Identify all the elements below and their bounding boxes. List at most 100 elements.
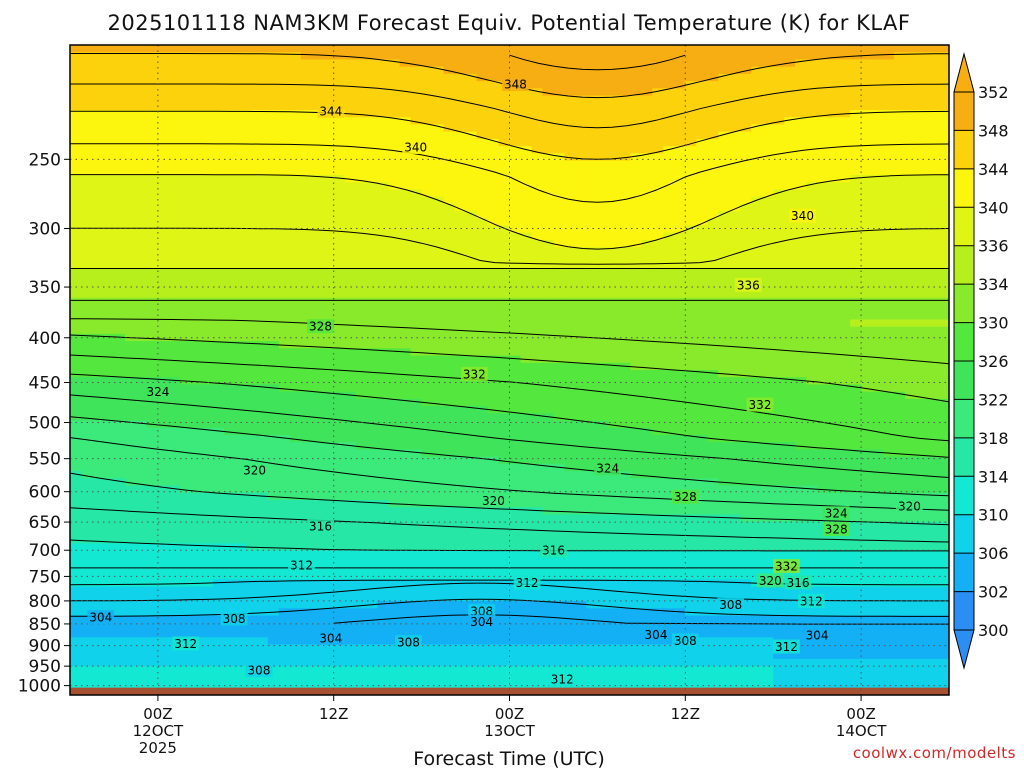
contour-label: 304 xyxy=(89,611,112,625)
contour-label: 340 xyxy=(404,141,427,155)
time-tick-label: 00Z xyxy=(495,705,524,723)
pressure-tick-label: 300 xyxy=(29,220,61,240)
colorbar-tick-label: 300 xyxy=(978,621,1009,640)
pressure-tick-label: 400 xyxy=(29,329,61,349)
ground-fill xyxy=(70,687,949,695)
contour-label: 324 xyxy=(146,385,169,399)
colorbar-swatch xyxy=(954,207,974,247)
colorbar-max-arrow xyxy=(953,52,975,93)
contour-label: 308 xyxy=(719,598,742,612)
contour-label: 316 xyxy=(542,544,565,558)
pressure-tick-label: 350 xyxy=(29,278,61,298)
pressure-tick-label: 900 xyxy=(29,637,61,657)
colorbar-swatch xyxy=(954,245,974,285)
credit-text: coolwx.com/modelts xyxy=(853,744,1016,762)
colorbar-tick-label: 322 xyxy=(978,390,1009,409)
colorbar-tick-label: 306 xyxy=(978,544,1009,563)
contour-label: 316 xyxy=(309,520,332,534)
contour-label: 308 xyxy=(674,634,697,648)
colorbar-swatch xyxy=(954,168,974,208)
pressure-tick-label: 250 xyxy=(29,150,61,170)
pressure-tick-label: 850 xyxy=(29,615,61,635)
time-tick-label: 14OCT xyxy=(836,722,887,740)
contour-label: 332 xyxy=(463,367,486,381)
contour-label: 316 xyxy=(787,576,810,590)
contour-label: 348 xyxy=(504,78,527,92)
contour-label: 320 xyxy=(243,464,266,478)
contour-label: 336 xyxy=(737,278,760,292)
colorbar-swatch xyxy=(954,437,974,477)
colorbar-tick-label: 344 xyxy=(978,160,1009,179)
time-tick-label: 13OCT xyxy=(484,722,535,740)
pressure-tick-label: 700 xyxy=(29,541,61,561)
time-tick-label: 12OCT xyxy=(133,722,184,740)
colorbar-tick-label: 302 xyxy=(978,583,1009,602)
colorbar-tick-label: 336 xyxy=(978,237,1009,256)
grid-lines xyxy=(70,45,949,695)
colorbar-swatch xyxy=(954,591,974,631)
theta-e-color-field xyxy=(70,45,949,695)
contour-label: 332 xyxy=(775,560,798,574)
colorbar-tick-label: 334 xyxy=(978,275,1009,294)
colorbar-swatch xyxy=(954,130,974,170)
contour-label: 308 xyxy=(397,636,420,650)
contour-label: 304 xyxy=(470,615,493,629)
contour-label: 312 xyxy=(516,576,539,590)
colorbar-swatch xyxy=(954,284,974,323)
colorbar-swatch xyxy=(954,514,974,554)
pressure-tick-label: 600 xyxy=(29,483,61,503)
time-tick-label: 12Z xyxy=(319,705,348,723)
contour-label: 332 xyxy=(749,398,772,412)
colorbar-tick-label: 326 xyxy=(978,352,1009,371)
contour-label: 328 xyxy=(674,490,697,504)
time-tick-label: 2025 xyxy=(139,739,177,757)
contour-label: 304 xyxy=(806,628,829,642)
contour-label: 312 xyxy=(290,559,313,573)
pressure-tick-label: 450 xyxy=(29,374,61,394)
pressure-tick-label: 950 xyxy=(29,657,61,677)
pressure-tick-label: 500 xyxy=(29,414,61,434)
colorbar-swatch xyxy=(954,476,974,516)
colorbar-min-arrow xyxy=(953,629,975,670)
colorbar-swatch xyxy=(954,92,974,131)
colorbar-tick-label: 330 xyxy=(978,314,1009,333)
contour-label: 308 xyxy=(248,664,271,678)
contour-label: 308 xyxy=(223,612,246,626)
contour-label: 312 xyxy=(800,594,823,608)
contour-label: 324 xyxy=(596,462,619,476)
colorbar-tick-label: 348 xyxy=(978,121,1009,140)
pressure-tick-label: 750 xyxy=(29,567,61,587)
contour-label: 320 xyxy=(898,500,921,514)
x-axis-label: Forecast Time (UTC) xyxy=(413,748,604,768)
colorbar-tick-label: 318 xyxy=(978,429,1009,448)
contour-label: 328 xyxy=(309,320,332,334)
contour-label: 340 xyxy=(791,209,814,223)
colorbar-tick-label: 314 xyxy=(978,467,1009,486)
colorbar-swatch xyxy=(954,322,974,362)
colorbar-tick-label: 310 xyxy=(978,506,1009,525)
pressure-tick-label: 650 xyxy=(29,513,61,533)
pressure-tick-label: 550 xyxy=(29,450,61,470)
contour-label: 304 xyxy=(319,632,342,646)
contour-label: 320 xyxy=(482,494,505,508)
colorbar-swatch xyxy=(954,361,974,400)
colorbar-swatch xyxy=(954,399,974,439)
time-tick-label: 00Z xyxy=(846,705,875,723)
contour-label: 328 xyxy=(825,523,848,537)
pressure-axis: 2503003504004505005506006507007508008509… xyxy=(18,150,70,697)
colorbar-tick-label: 340 xyxy=(978,198,1009,217)
time-tick-label: 00Z xyxy=(143,705,172,723)
contour-label: 344 xyxy=(319,104,342,118)
contour-label: 312 xyxy=(174,637,197,651)
pressure-tick-label: 1000 xyxy=(18,677,61,697)
colorbar-swatch xyxy=(954,553,974,592)
contour-label: 312 xyxy=(551,673,574,687)
contour-label: 312 xyxy=(775,640,798,654)
colorbar-tick-label: 352 xyxy=(978,83,1009,102)
contour-label: 320 xyxy=(759,574,782,588)
time-tick-label: 12Z xyxy=(671,705,700,723)
contour-label: 324 xyxy=(825,507,848,521)
